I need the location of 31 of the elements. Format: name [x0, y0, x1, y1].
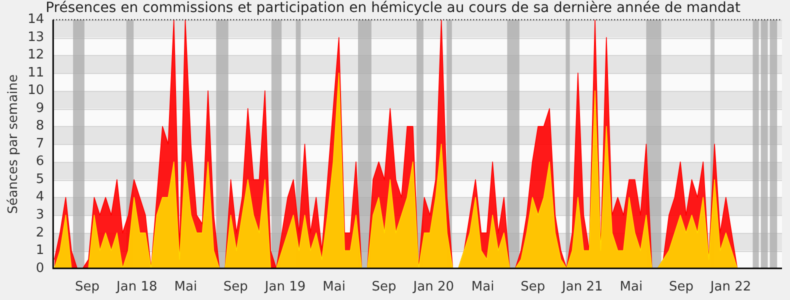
x-tick-label: Jan 22: [709, 280, 752, 295]
y-tick-label: 0: [36, 260, 44, 276]
x-tick-label: Sep: [75, 280, 100, 295]
x-tick-label: Sep: [372, 280, 396, 295]
y-tick-label: 7: [36, 136, 44, 152]
x-tick-label: Mai: [620, 280, 643, 295]
y-tick-label: 3: [36, 208, 44, 223]
x-tick-label: Jan 19: [264, 280, 306, 295]
x-tick-label: Mai: [322, 280, 346, 295]
y-tick-label: 11: [28, 65, 44, 80]
y-tick-label: 1: [36, 243, 44, 258]
x-tick-label: Jan 18: [116, 280, 158, 295]
y-tick-label: 9: [36, 100, 44, 116]
y-tick-label: 4: [36, 190, 44, 205]
x-tick-label: Mai: [471, 280, 494, 295]
x-tick-label: Sep: [668, 280, 694, 295]
chart-title: Présences en commissions et participation en hémicycle au cours de sa dernière année de mandat: [46, 0, 741, 16]
x-tick-label: Sep: [520, 280, 546, 295]
x-tick-label: Jan 20: [412, 280, 454, 295]
y-tick-label: 14: [28, 12, 44, 28]
y-tick-label: 5: [36, 172, 44, 187]
y-tick-label: 12: [28, 48, 44, 63]
y-tick-label: 6: [36, 154, 44, 170]
y-tick-label: 10: [28, 83, 44, 98]
y-tick-label: 13: [28, 30, 44, 45]
y-axis-title: Séances par semaine: [6, 74, 22, 214]
y-tick-label: 8: [36, 118, 44, 134]
x-tick-label: Mai: [174, 280, 198, 295]
x-tick-label: Jan 21: [561, 280, 603, 295]
y-tick-label: 2: [36, 225, 44, 240]
x-tick-label: Sep: [223, 280, 248, 295]
